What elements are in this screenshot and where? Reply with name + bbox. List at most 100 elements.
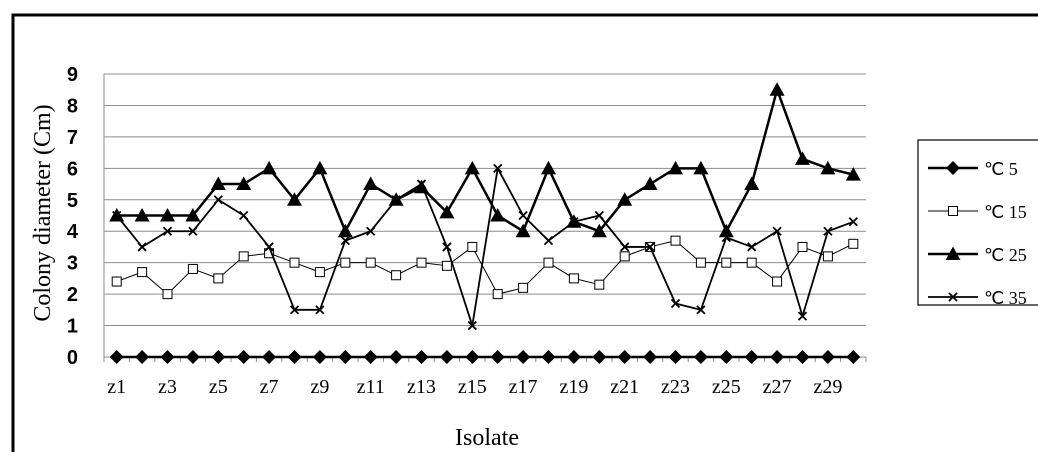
data-point bbox=[160, 350, 175, 364]
legend-label: ℃ 5 bbox=[984, 159, 1018, 179]
data-point bbox=[693, 350, 708, 364]
data-point bbox=[566, 350, 581, 364]
data-point bbox=[289, 257, 300, 268]
data-point bbox=[721, 232, 731, 243]
data-point bbox=[416, 257, 427, 268]
data-point bbox=[822, 251, 833, 262]
legend-entry: ℃ 25 bbox=[928, 245, 1027, 265]
data-point bbox=[594, 210, 604, 221]
data-point bbox=[185, 208, 201, 222]
x-tick-label: z1 bbox=[107, 376, 126, 398]
legend: ℃ 5 ℃ 15 ℃ 25 ℃ 35 bbox=[928, 159, 1027, 308]
data-point bbox=[591, 223, 607, 238]
data-point bbox=[846, 350, 861, 364]
data-point bbox=[695, 257, 706, 268]
x-tick-labels: z1 z3 z5 z7 z9 z11 z13 z15 z17 z19 z21 z23 z25 z27 z29 bbox=[107, 376, 842, 398]
series-line bbox=[116, 88, 854, 233]
data-point bbox=[213, 273, 224, 284]
data-point bbox=[137, 267, 148, 278]
data-point bbox=[668, 350, 683, 364]
data-point bbox=[363, 176, 379, 191]
data-point bbox=[337, 223, 353, 238]
x-tick-label: z11 bbox=[357, 376, 385, 398]
data-point bbox=[315, 305, 325, 315]
data-point bbox=[518, 210, 528, 221]
legend-entry: ℃ 35 bbox=[928, 288, 1027, 308]
data-point bbox=[795, 151, 810, 165]
data-point bbox=[287, 350, 302, 364]
data-point bbox=[848, 217, 858, 227]
data-point bbox=[795, 350, 810, 364]
data-point bbox=[365, 257, 376, 268]
data-point bbox=[465, 350, 480, 364]
y-tick-label: 8 bbox=[67, 95, 78, 117]
data-point bbox=[109, 350, 124, 364]
data-point bbox=[568, 273, 579, 284]
y-tick-label: 5 bbox=[67, 190, 78, 212]
legend-entry: ℃ 5 bbox=[928, 159, 1018, 179]
x-tick-label: z19 bbox=[559, 376, 588, 398]
data-point bbox=[467, 320, 477, 331]
data-point bbox=[314, 267, 325, 278]
data-point bbox=[137, 242, 147, 252]
data-point bbox=[490, 350, 505, 364]
x-tick-label: z21 bbox=[610, 376, 639, 398]
data-point bbox=[518, 282, 529, 293]
y-tick-label: 0 bbox=[67, 347, 78, 369]
y-tick-label: 2 bbox=[67, 284, 78, 306]
data-point bbox=[668, 160, 683, 175]
data-point bbox=[820, 350, 835, 364]
legend-marker bbox=[948, 206, 958, 216]
data-point bbox=[721, 257, 732, 268]
data-point bbox=[747, 242, 757, 252]
data-point bbox=[696, 305, 706, 315]
x-tick-label: z29 bbox=[813, 376, 842, 398]
y-tick-label: 3 bbox=[67, 253, 78, 275]
data-point bbox=[188, 226, 198, 236]
data-point bbox=[744, 350, 759, 364]
data-point bbox=[770, 350, 785, 364]
data-point bbox=[366, 226, 376, 236]
data-point bbox=[617, 192, 633, 206]
y-tick-label: 4 bbox=[67, 221, 79, 243]
data-point bbox=[391, 195, 401, 205]
data-point bbox=[543, 236, 554, 246]
data-point bbox=[261, 160, 277, 175]
data-point bbox=[516, 350, 531, 364]
legend-marker bbox=[945, 246, 961, 260]
data-point bbox=[238, 251, 249, 262]
series-group bbox=[109, 82, 861, 364]
data-point bbox=[162, 289, 173, 300]
data-point bbox=[515, 223, 531, 238]
data-point bbox=[262, 350, 277, 364]
y-axis-title: Colony diameter (Cm) bbox=[30, 104, 56, 321]
x-tick-label: z7 bbox=[260, 376, 279, 398]
data-point bbox=[162, 226, 173, 236]
y-tick-label: 1 bbox=[67, 316, 78, 338]
data-point bbox=[289, 305, 300, 315]
data-point bbox=[185, 350, 200, 364]
data-point bbox=[744, 176, 760, 191]
y-tick-label: 9 bbox=[67, 64, 78, 86]
data-point bbox=[236, 176, 252, 191]
data-point bbox=[670, 235, 681, 246]
data-point bbox=[693, 160, 709, 175]
x-tick-label: z27 bbox=[763, 376, 792, 398]
data-point bbox=[643, 350, 658, 364]
x-axis-title: Isolate bbox=[455, 425, 519, 451]
data-point bbox=[592, 350, 607, 364]
data-point bbox=[391, 270, 402, 281]
data-point bbox=[211, 350, 226, 364]
data-point bbox=[363, 350, 378, 364]
data-point bbox=[541, 350, 556, 364]
data-point bbox=[439, 204, 455, 219]
y-tick-label: 6 bbox=[67, 158, 78, 180]
data-point bbox=[746, 257, 757, 268]
legend-label: ℃ 15 bbox=[984, 202, 1027, 222]
series-1 bbox=[109, 350, 861, 364]
legend-entry: ℃ 15 bbox=[928, 202, 1027, 222]
data-point bbox=[111, 276, 122, 287]
data-point bbox=[213, 195, 223, 205]
